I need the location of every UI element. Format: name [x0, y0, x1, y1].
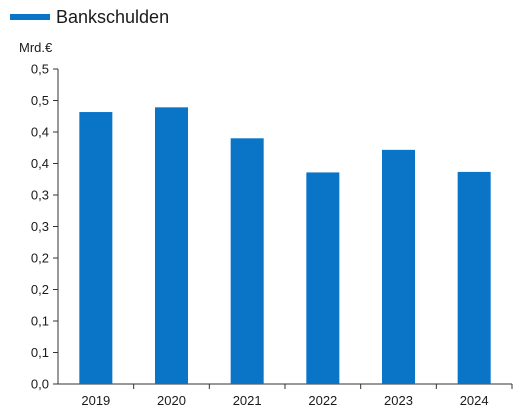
bar-2019 — [79, 112, 113, 385]
legend-swatch — [10, 14, 50, 20]
y-tick-label: 0,2 — [31, 282, 49, 297]
bar-2023 — [382, 149, 415, 384]
x-tick-label: 2020 — [157, 393, 186, 408]
y-tick-label: 0,5 — [31, 93, 49, 108]
y-tick-label: 0,1 — [31, 345, 49, 360]
x-tick-label: 2022 — [308, 393, 337, 408]
y-tick-label: 0,4 — [31, 156, 49, 171]
bar-2024 — [457, 171, 491, 384]
y-tick-label: 0,3 — [31, 219, 49, 234]
y-axis-unit-label: Mrd.€ — [19, 40, 53, 55]
chart-legend: Bankschulden — [10, 6, 169, 28]
bar-2020 — [155, 107, 188, 384]
x-tick-label: 2019 — [81, 393, 110, 408]
y-tick-label: 0,2 — [31, 251, 49, 266]
bar-2022 — [306, 172, 340, 384]
legend-label: Bankschulden — [56, 7, 170, 27]
y-tick-label: 0,1 — [31, 314, 49, 329]
y-tick-label: 0,5 — [31, 62, 49, 77]
x-tick-label: 2024 — [460, 393, 489, 408]
x-tick-label: 2023 — [384, 393, 413, 408]
y-tick-label: 0,3 — [31, 188, 49, 203]
y-tick-label: 0,0 — [31, 377, 49, 392]
x-tick-label: 2021 — [233, 393, 262, 408]
bar-2021 — [230, 138, 264, 384]
y-tick-label: 0,4 — [31, 125, 49, 140]
